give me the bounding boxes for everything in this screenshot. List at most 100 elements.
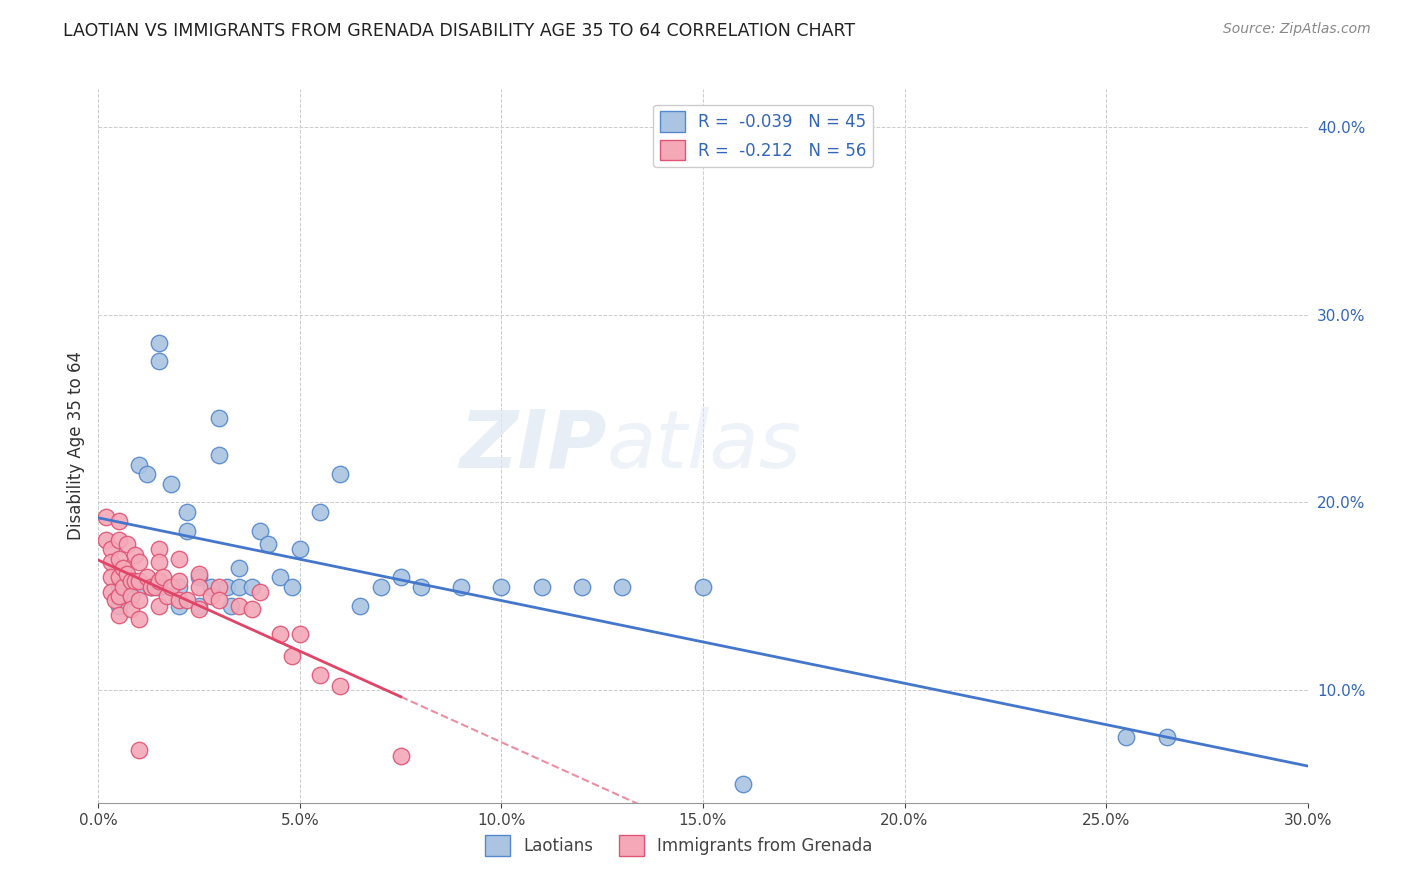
Point	[256, 536, 278, 550]
Point	[128, 580, 150, 594]
Point	[208, 449, 231, 463]
Point	[128, 743, 150, 757]
Point	[188, 570, 211, 584]
Point	[148, 599, 170, 613]
Point	[167, 551, 190, 566]
Point	[309, 668, 332, 682]
Point	[156, 589, 179, 603]
Point	[96, 510, 118, 524]
Point	[128, 612, 150, 626]
Point	[281, 649, 304, 664]
Point	[208, 410, 231, 425]
Point	[188, 602, 211, 616]
Point	[160, 580, 183, 594]
Point	[288, 542, 311, 557]
Text: ZIP: ZIP	[458, 407, 606, 485]
Point	[111, 580, 134, 594]
Point	[120, 574, 142, 589]
Point	[269, 570, 291, 584]
Point	[692, 580, 714, 594]
Point	[733, 777, 755, 791]
Point	[120, 602, 142, 616]
Point	[208, 580, 231, 594]
Text: LAOTIAN VS IMMIGRANTS FROM GRENADA DISABILITY AGE 35 TO 64 CORRELATION CHART: LAOTIAN VS IMMIGRANTS FROM GRENADA DISAB…	[63, 22, 855, 40]
Point	[389, 570, 412, 584]
Point	[1156, 730, 1178, 744]
Point	[571, 580, 593, 594]
Point	[124, 574, 146, 589]
Point	[329, 679, 352, 693]
Point	[148, 542, 170, 557]
Point	[167, 593, 190, 607]
Point	[309, 505, 332, 519]
Point	[370, 580, 392, 594]
Point	[124, 548, 146, 562]
Point	[120, 589, 142, 603]
Point	[115, 536, 138, 550]
Point	[167, 580, 190, 594]
Point	[249, 524, 271, 538]
Point	[389, 748, 412, 763]
Point	[188, 599, 211, 613]
Point	[100, 556, 122, 570]
Point	[100, 570, 122, 584]
Point	[240, 580, 263, 594]
Point	[1115, 730, 1137, 744]
Point	[349, 599, 371, 613]
Point	[148, 580, 170, 594]
Point	[135, 467, 157, 482]
Point	[148, 556, 170, 570]
Point	[530, 580, 553, 594]
Point	[281, 580, 304, 594]
Point	[115, 566, 138, 581]
Point	[450, 580, 472, 594]
Point	[221, 599, 243, 613]
Point	[107, 580, 129, 594]
Point	[176, 505, 198, 519]
Text: Source: ZipAtlas.com: Source: ZipAtlas.com	[1223, 22, 1371, 37]
Point	[240, 602, 263, 616]
Point	[188, 580, 211, 594]
Point	[269, 627, 291, 641]
Point	[100, 542, 122, 557]
Point	[167, 599, 190, 613]
Point	[128, 556, 150, 570]
Point	[288, 627, 311, 641]
Point	[135, 570, 157, 584]
Point	[612, 580, 634, 594]
Point	[120, 589, 142, 603]
Point	[160, 476, 183, 491]
Point	[107, 589, 129, 603]
Point	[176, 593, 198, 607]
Point	[107, 533, 129, 547]
Y-axis label: Disability Age 35 to 64: Disability Age 35 to 64	[66, 351, 84, 541]
Text: atlas: atlas	[606, 407, 801, 485]
Point	[143, 580, 166, 594]
Point	[329, 467, 352, 482]
Point	[228, 599, 250, 613]
Point	[107, 599, 129, 613]
Point	[200, 589, 222, 603]
Point	[100, 585, 122, 599]
Point	[148, 574, 170, 589]
Point	[152, 570, 174, 584]
Point	[208, 593, 231, 607]
Point	[107, 607, 129, 622]
Point	[107, 551, 129, 566]
Legend: Laotians, Immigrants from Grenada: Laotians, Immigrants from Grenada	[478, 829, 879, 863]
Point	[167, 574, 190, 589]
Point	[111, 561, 134, 575]
Point	[176, 524, 198, 538]
Point	[188, 566, 211, 581]
Point	[103, 593, 125, 607]
Point	[228, 561, 250, 575]
Point	[217, 580, 239, 594]
Point	[139, 580, 162, 594]
Point	[228, 580, 250, 594]
Point	[128, 574, 150, 589]
Point	[107, 514, 129, 528]
Point	[96, 533, 118, 547]
Point	[128, 458, 150, 472]
Point	[128, 593, 150, 607]
Point	[409, 580, 432, 594]
